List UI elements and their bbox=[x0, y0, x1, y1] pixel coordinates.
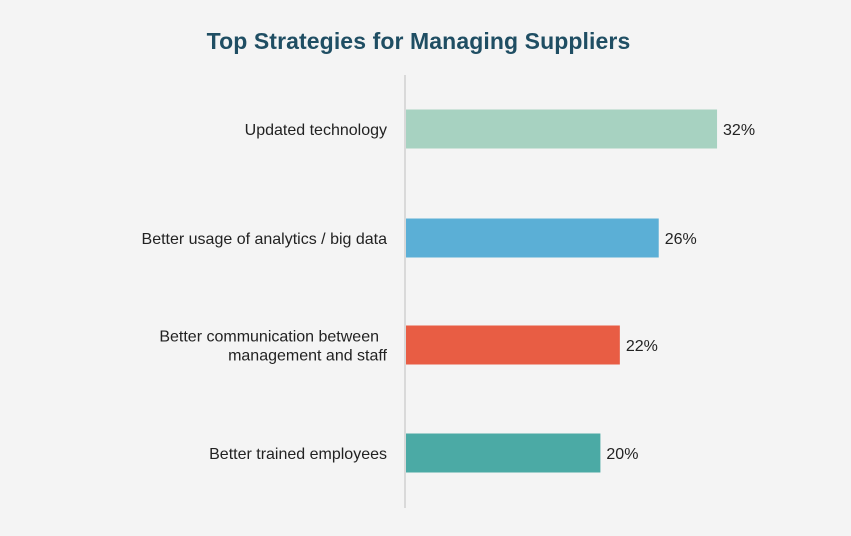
category-label: Better communication between management a… bbox=[159, 329, 387, 365]
bar bbox=[406, 109, 718, 149]
category-label: Better usage of analytics / big data bbox=[142, 231, 388, 248]
bar-value-label: 26% bbox=[665, 231, 697, 248]
category-label: Better trained employees bbox=[209, 446, 387, 463]
bar bbox=[406, 433, 601, 473]
bar-value-label: 20% bbox=[606, 446, 638, 463]
bar bbox=[406, 218, 659, 258]
bar-value-label: 22% bbox=[626, 338, 658, 355]
category-label: Updated technology bbox=[245, 122, 387, 139]
bar bbox=[406, 325, 620, 365]
bar-value-label: 32% bbox=[723, 122, 755, 139]
chart-title: Top Strategies for Managing Suppliers bbox=[206, 28, 631, 54]
